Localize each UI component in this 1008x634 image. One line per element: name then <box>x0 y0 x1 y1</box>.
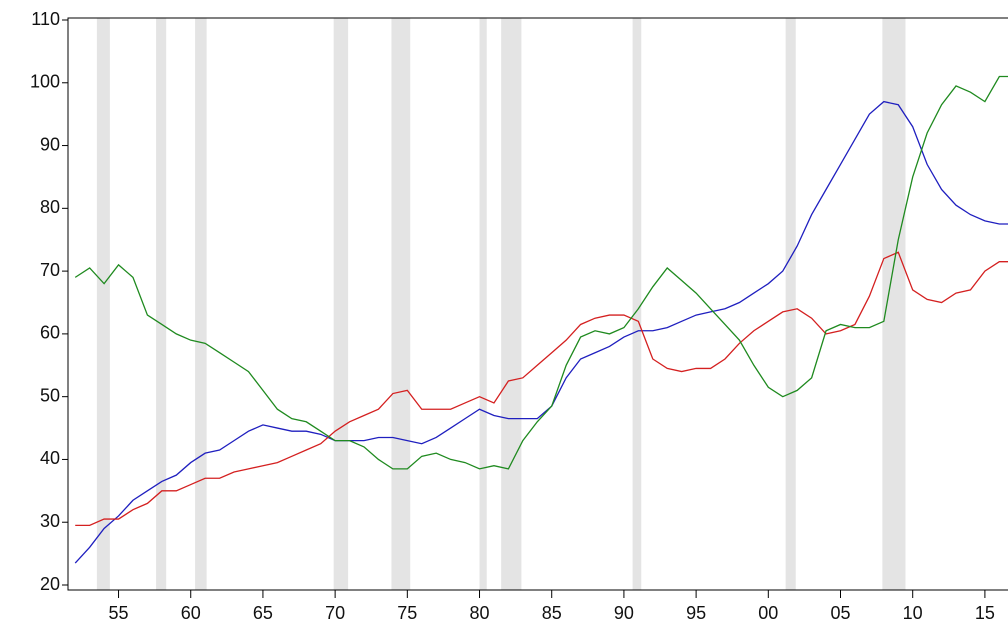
recession-band <box>785 18 796 590</box>
series-line <box>75 251 1008 527</box>
x-tick-label: 00 <box>758 603 778 623</box>
x-tick-label: 60 <box>181 603 201 623</box>
y-tick-label: 90 <box>40 134 60 154</box>
y-tick-label: 100 <box>30 72 60 92</box>
series-line <box>74 100 1008 564</box>
y-tick-label: 80 <box>40 197 60 217</box>
x-tick-label: 15 <box>975 603 995 623</box>
x-tick-label: 10 <box>903 603 923 623</box>
recession-band <box>96 18 110 590</box>
y-tick-label: 50 <box>40 385 60 405</box>
recession-band <box>195 18 207 590</box>
y-tick-label: 20 <box>40 574 60 594</box>
recession-band <box>479 18 487 590</box>
plot-frame <box>67 17 1008 591</box>
series-line <box>74 75 1008 470</box>
recession-band <box>501 18 522 590</box>
y-tick-label: 60 <box>40 323 60 343</box>
x-tick-label: 80 <box>470 603 490 623</box>
x-tick-label: 75 <box>397 603 417 623</box>
recession-band <box>391 18 411 590</box>
recession-band <box>333 18 349 590</box>
x-tick-label: 65 <box>253 603 273 623</box>
recession-band <box>156 18 167 590</box>
x-tick-label: 05 <box>830 603 850 623</box>
x-tick-label: 95 <box>686 603 706 623</box>
y-tick-label: 30 <box>40 511 60 531</box>
y-tick-label: 110 <box>31 9 60 29</box>
y-tick-label: 70 <box>40 260 60 280</box>
x-tick-label: 70 <box>325 603 345 623</box>
x-tick-label: 90 <box>614 603 634 623</box>
recession-band <box>882 18 906 590</box>
y-tick-label: 40 <box>40 448 60 468</box>
x-tick-label: 85 <box>542 603 562 623</box>
recession-band <box>632 18 642 590</box>
x-tick-label: 55 <box>109 603 129 623</box>
